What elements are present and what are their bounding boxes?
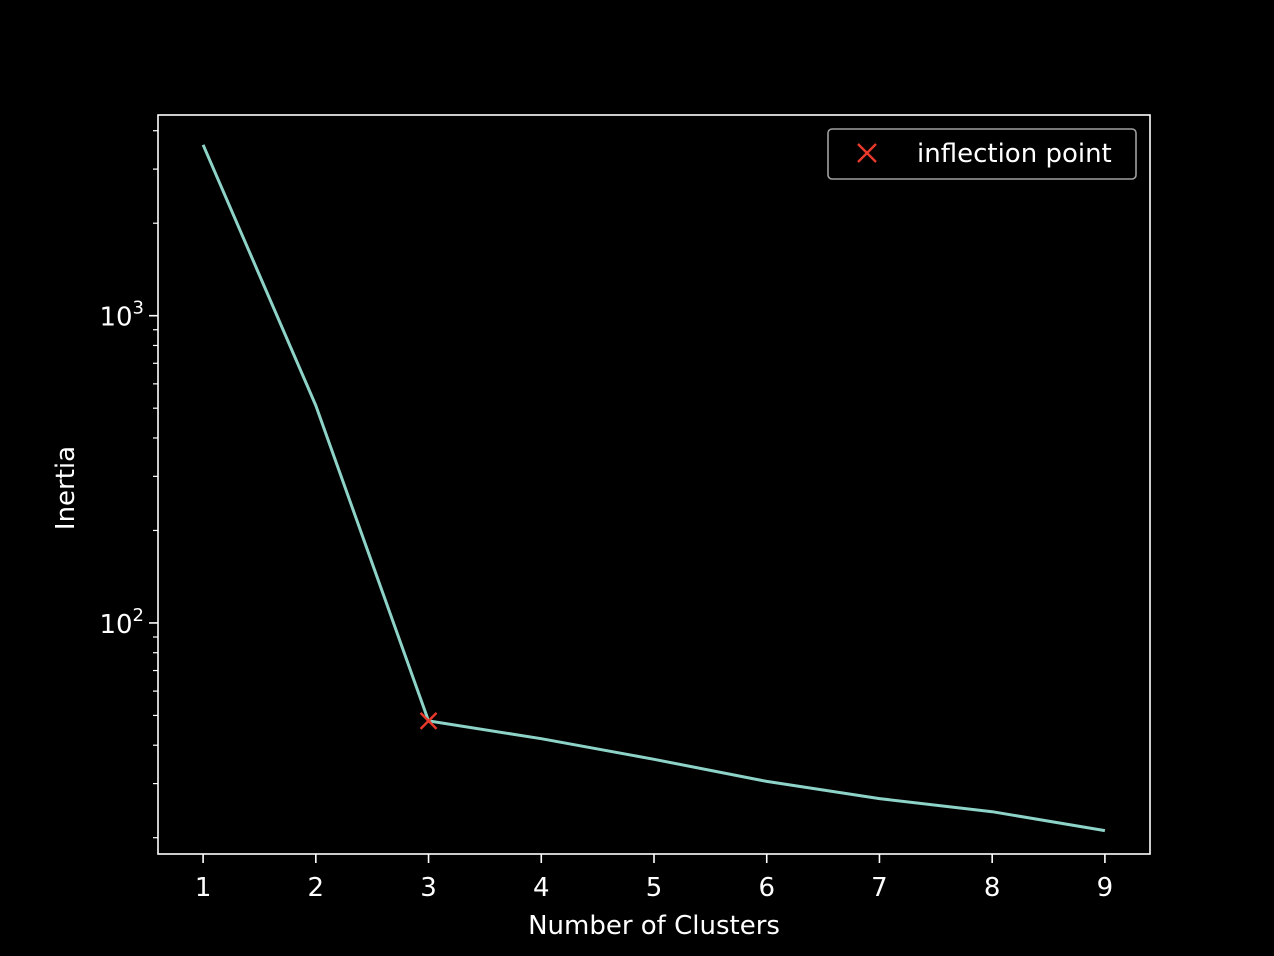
- plot-frame: [157, 114, 1151, 855]
- inflection-point-marker: [419, 712, 438, 730]
- y-axis-label: Inertia: [51, 446, 81, 530]
- y-tick-label: 103: [99, 298, 144, 333]
- series-layer: [201, 144, 1106, 833]
- x-tick-label: 9: [1097, 873, 1114, 903]
- x-tick-label: 3: [420, 873, 437, 903]
- x-tick-label: 7: [871, 873, 888, 903]
- x-tick-label: 2: [308, 873, 325, 903]
- x-tick-label: 1: [195, 873, 212, 903]
- y-tick-label: 102: [99, 605, 144, 640]
- legend: inflection point: [827, 128, 1137, 180]
- ticks-layer: 1 2 3 4 5 6 7 8 9 102 103: [99, 130, 1114, 903]
- legend-box: [827, 128, 1137, 180]
- x-tick-label: 6: [758, 873, 775, 903]
- legend-entry-label: inflection point: [917, 139, 1112, 169]
- x-tick-label: 8: [984, 873, 1001, 903]
- x-tick-label: 4: [533, 873, 550, 903]
- x-axis-label: Number of Clusters: [528, 911, 780, 941]
- inflection-marker-stroke-b: [419, 712, 438, 730]
- x-tick-label: 5: [646, 873, 663, 903]
- inertia-line: [201, 144, 1106, 833]
- legend-x-marker-icon: [857, 143, 877, 163]
